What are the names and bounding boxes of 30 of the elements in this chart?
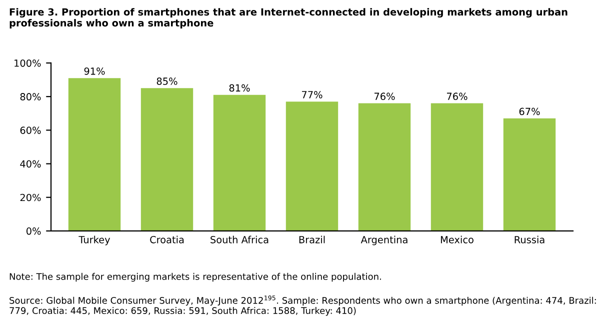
- x-tick-label: Mexico: [440, 236, 474, 244]
- x-tick-label: Turkey: [78, 236, 110, 246]
- x-tick-label: Croatia: [150, 236, 184, 244]
- bar: [213, 94, 266, 231]
- x-tick-label: Russia: [514, 236, 544, 244]
- bar: [286, 102, 338, 231]
- data-label: 81%: [229, 84, 250, 92]
- chart-title: Figure 3. Proportion of smartphones that are Internet-connected in developing markets among urban professionals who own a smartphone: [10, 8, 568, 28]
- data-label: 85%: [156, 78, 178, 85]
- bar: [68, 78, 121, 231]
- y-tick-label: 80%: [20, 93, 41, 100]
- y-tick-label: 100%: [14, 59, 41, 67]
- bar: [430, 103, 484, 231]
- data-label: 76%: [446, 92, 468, 100]
- y-tick-label: 60%: [20, 126, 41, 134]
- x-tick-label: South Africa: [210, 236, 268, 244]
- data-label: 76%: [374, 92, 395, 100]
- source-note: Source: Global Mobile Consumer Survey, May-June 2012$^{195}$. Sample: Respondents who own a smartphone (Argentina: 474, Brazil: 779, Croatia: 445, Mexico: 659, Russia: 591, South Africa: 1588, Turkey: 410): [10, 296, 596, 316]
- text: Note: The sample for emerging markets is representative of the online population.: [10, 272, 381, 282]
- x-tick-label: Argentina: [360, 236, 408, 246]
- data-label: 77%: [302, 90, 322, 98]
- y-tick-label: 20%: [20, 194, 41, 202]
- y-tick-label: 0%: [26, 227, 41, 235]
- y-tick-label: 40%: [20, 160, 41, 168]
- bar: [503, 118, 556, 231]
- data-label: 91%: [84, 67, 105, 75]
- bar: [358, 103, 411, 231]
- bar: [140, 88, 194, 231]
- x-tick-label: Brazil: [299, 236, 325, 244]
- data-label: 67%: [519, 108, 540, 116]
